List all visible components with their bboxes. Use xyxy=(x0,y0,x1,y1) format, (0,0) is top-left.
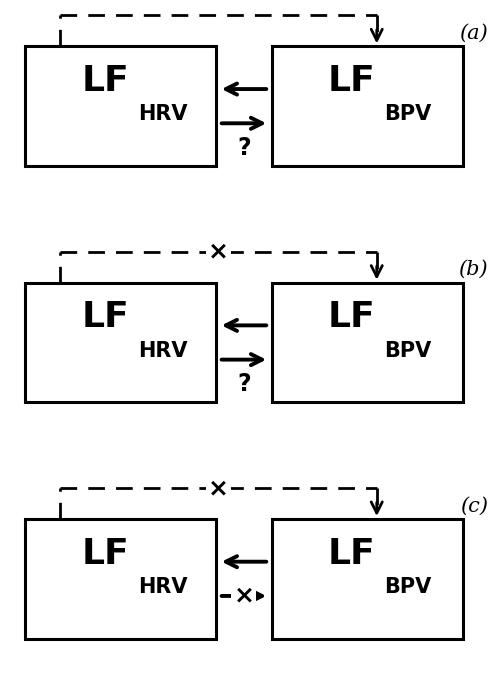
Text: (a): (a) xyxy=(459,24,488,43)
Text: LF: LF xyxy=(328,300,376,334)
Text: LF: LF xyxy=(81,536,129,571)
Text: HRV: HRV xyxy=(138,104,188,125)
Text: BPV: BPV xyxy=(385,577,432,597)
Text: HRV: HRV xyxy=(138,577,188,597)
Bar xyxy=(25,519,216,638)
Text: BPV: BPV xyxy=(385,340,432,361)
Bar xyxy=(272,283,463,403)
Text: ×: × xyxy=(208,240,229,264)
Bar xyxy=(25,283,216,403)
Text: LF: LF xyxy=(328,536,376,571)
Text: BPV: BPV xyxy=(385,104,432,125)
Text: (c): (c) xyxy=(460,497,488,516)
Text: ?: ? xyxy=(237,136,251,160)
Text: (b): (b) xyxy=(458,260,488,279)
Text: ?: ? xyxy=(237,372,251,396)
Bar xyxy=(272,519,463,638)
Text: HRV: HRV xyxy=(138,340,188,361)
Bar xyxy=(25,47,216,166)
Text: ×: × xyxy=(208,476,229,500)
Text: LF: LF xyxy=(81,300,129,334)
Bar xyxy=(272,47,463,166)
Text: LF: LF xyxy=(81,64,129,98)
Text: LF: LF xyxy=(328,64,376,98)
Text: ×: × xyxy=(233,584,255,608)
